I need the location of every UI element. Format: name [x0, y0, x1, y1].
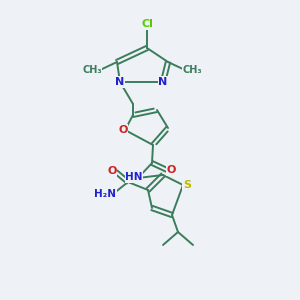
Text: O: O: [166, 165, 176, 175]
Text: O: O: [107, 166, 117, 176]
Text: N: N: [116, 77, 124, 87]
Text: S: S: [183, 180, 191, 190]
Text: N: N: [158, 77, 168, 87]
Text: CH₃: CH₃: [82, 65, 102, 75]
Text: O: O: [118, 125, 128, 135]
Text: CH₃: CH₃: [182, 65, 202, 75]
Text: H₂N: H₂N: [94, 189, 116, 199]
Text: HN: HN: [125, 172, 143, 182]
Text: Cl: Cl: [141, 19, 153, 29]
